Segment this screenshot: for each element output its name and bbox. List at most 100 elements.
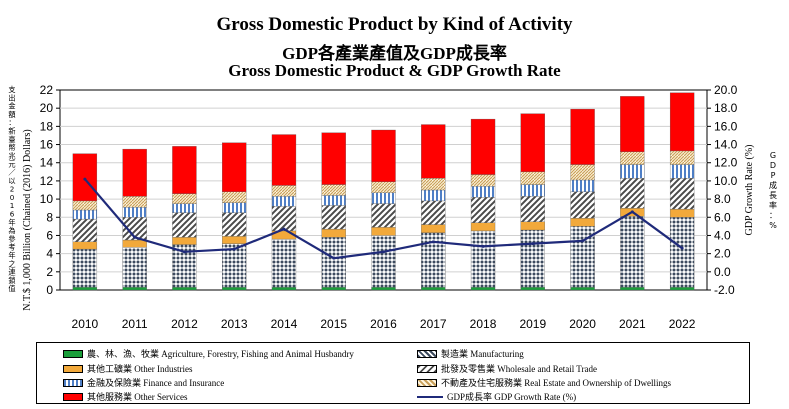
growth-rate-point-2014 xyxy=(282,227,286,231)
growth-rate-point-2010 xyxy=(83,177,87,181)
bar-segment-other_ind-2018 xyxy=(470,222,496,232)
x-tick-label: 2013 xyxy=(221,317,248,331)
bar-segment-trade-2019 xyxy=(520,196,545,222)
bar-segment-manu-2010 xyxy=(72,248,98,288)
bar-segment-realestate-2016 xyxy=(371,181,396,193)
legend-label-real-estate: 不動產及住宅服務業 Real Estate and Ownership of D… xyxy=(441,378,671,388)
x-tick-label: 2017 xyxy=(420,317,447,331)
growth-rate-point-2015 xyxy=(332,256,336,260)
bar-segment-trade-2014 xyxy=(271,206,297,232)
chart-title-chinese: GDP各產業產值及GDP成長率 xyxy=(282,44,507,63)
bar-segment-trade-2013 xyxy=(222,212,247,237)
x-tick-label: 2018 xyxy=(470,317,497,331)
bar-segment-agri-2012 xyxy=(172,287,197,291)
y-left-tick-label: 8 xyxy=(46,210,53,224)
bar-segment-realestate-2010 xyxy=(72,200,98,211)
legend-item-agriculture: 農、林、漁、牧業 Agriculture, Forestry, Fishing … xyxy=(63,347,354,360)
bar-segment-agri-2020 xyxy=(570,287,595,291)
y-left-tick-label: 0 xyxy=(46,283,53,297)
bar-segment-services-2012 xyxy=(172,146,197,194)
legend-swatch-real-estate xyxy=(417,378,437,387)
bar-segment-services-2018 xyxy=(470,118,496,175)
bar-segment-manu-2019 xyxy=(520,229,545,288)
bar-segment-services-2015 xyxy=(321,132,346,185)
bar-segment-realestate-2014 xyxy=(271,185,297,197)
bar-segment-finance-2016 xyxy=(371,192,396,204)
y-right-tick-label: 8.0 xyxy=(714,192,731,206)
legend-label-wholesale: 批發及零售業 Wholesale and Retail Trade xyxy=(441,364,597,374)
bar-segment-services-2019 xyxy=(520,113,545,172)
bar-segment-agri-2013 xyxy=(222,287,247,291)
bar-segment-services-2013 xyxy=(222,142,247,192)
legend-label-growth-rate: GDP成長率 GDP Growth Rate (%) xyxy=(447,392,577,402)
x-tick-label: 2015 xyxy=(320,317,347,331)
bar-segment-services-2016 xyxy=(371,129,396,182)
bar-segment-realestate-2013 xyxy=(222,191,247,203)
legend-item-manufacturing: 製造業 Manufacturing xyxy=(417,347,524,360)
bar-segment-manu-2014 xyxy=(271,238,297,288)
legend: 農、林、漁、牧業 Agriculture, Forestry, Fishing … xyxy=(36,342,750,404)
growth-rate-point-2017 xyxy=(431,240,435,244)
bar-segment-finance-2017 xyxy=(421,189,446,202)
y-right-tick-label: 14.0 xyxy=(714,138,738,152)
legend-swatch-finance xyxy=(63,378,83,387)
legend-swatch-other-services xyxy=(63,392,83,401)
legend-label-manufacturing: 製造業 Manufacturing xyxy=(441,349,524,359)
x-tick-label: 2011 xyxy=(122,317,148,331)
bar-segment-trade-2020 xyxy=(570,191,595,219)
bar-segment-realestate-2012 xyxy=(172,193,197,204)
y-right-tick-label: 4.0 xyxy=(714,228,731,242)
y-left-axis-label-chinese: 支出金額：新臺幣兆元／以 2 0 1 6 年為參考年之連鎖值 xyxy=(8,85,15,293)
bar-segment-realestate-2015 xyxy=(321,184,346,196)
bar-segment-realestate-2017 xyxy=(421,178,446,191)
growth-rate-point-2021 xyxy=(630,210,634,214)
growth-rate-point-2020 xyxy=(581,239,585,243)
y-right-tick-label: 12.0 xyxy=(714,156,738,170)
y-right-axis-label: GDP Growth Rate (%) xyxy=(744,144,755,235)
bar-segment-services-2020 xyxy=(570,108,595,165)
y-left-tick-label: 12 xyxy=(40,174,54,188)
x-tick-label: 2022 xyxy=(669,317,696,331)
growth-rate-point-2019 xyxy=(531,242,535,246)
growth-rate-point-2022 xyxy=(680,246,684,250)
growth-rate-point-2012 xyxy=(182,250,186,254)
y-right-tick-label: 0.0 xyxy=(714,265,731,279)
legend-item-other-services: 其他服務業 Other Services xyxy=(63,390,187,403)
bar-segment-agri-2022 xyxy=(669,287,695,291)
bar-segment-agri-2017 xyxy=(421,287,446,291)
growth-rate-point-2011 xyxy=(133,235,137,239)
bar-segment-other_ind-2012 xyxy=(172,237,197,245)
y-right-tick-label: -2.0 xyxy=(714,283,735,297)
y-right-tick-label: 6.0 xyxy=(714,210,731,224)
x-tick-label: 2012 xyxy=(171,317,198,331)
legend-item-finance: 金融及保險業 Finance and Insurance xyxy=(63,376,224,389)
bar-segment-finance-2014 xyxy=(271,196,297,207)
bar-segment-services-2014 xyxy=(271,134,297,186)
bar-segment-trade-2015 xyxy=(321,205,346,230)
growth-rate-point-2016 xyxy=(382,250,385,254)
bar-segment-other_ind-2017 xyxy=(421,224,446,233)
bar-segment-realestate-2011 xyxy=(122,196,147,208)
bar-segment-agri-2021 xyxy=(620,287,645,291)
bar-segment-services-2011 xyxy=(122,148,147,197)
chart-title: Gross Domestic Product by Kind of Activi… xyxy=(216,14,573,35)
y-left-tick-label: 22 xyxy=(40,83,54,97)
bar-segment-realestate-2019 xyxy=(520,171,545,185)
legend-swatch-wholesale xyxy=(417,364,437,373)
x-tick-label: 2020 xyxy=(569,317,596,331)
growth-rate-point-2018 xyxy=(481,244,485,248)
bar-segment-other_ind-2019 xyxy=(520,221,545,231)
legend-swatch-agriculture xyxy=(63,349,83,358)
legend-item-wholesale: 批發及零售業 Wholesale and Retail Trade xyxy=(417,362,597,375)
bar-segment-other_ind-2015 xyxy=(321,228,346,238)
y-right-tick-label: 2.0 xyxy=(714,247,731,261)
bar-segment-finance-2010 xyxy=(72,209,98,220)
bar-segment-manu-2018 xyxy=(470,230,496,288)
bar-segment-manu-2016 xyxy=(371,235,396,288)
legend-item-real-estate: 不動產及住宅服務業 Real Estate and Ownership of D… xyxy=(417,376,671,389)
bar-segment-manu-2021 xyxy=(620,216,645,288)
bar-segment-trade-2021 xyxy=(620,178,645,209)
bar-segment-finance-2013 xyxy=(222,202,247,213)
bar-segment-other_ind-2016 xyxy=(371,227,396,236)
